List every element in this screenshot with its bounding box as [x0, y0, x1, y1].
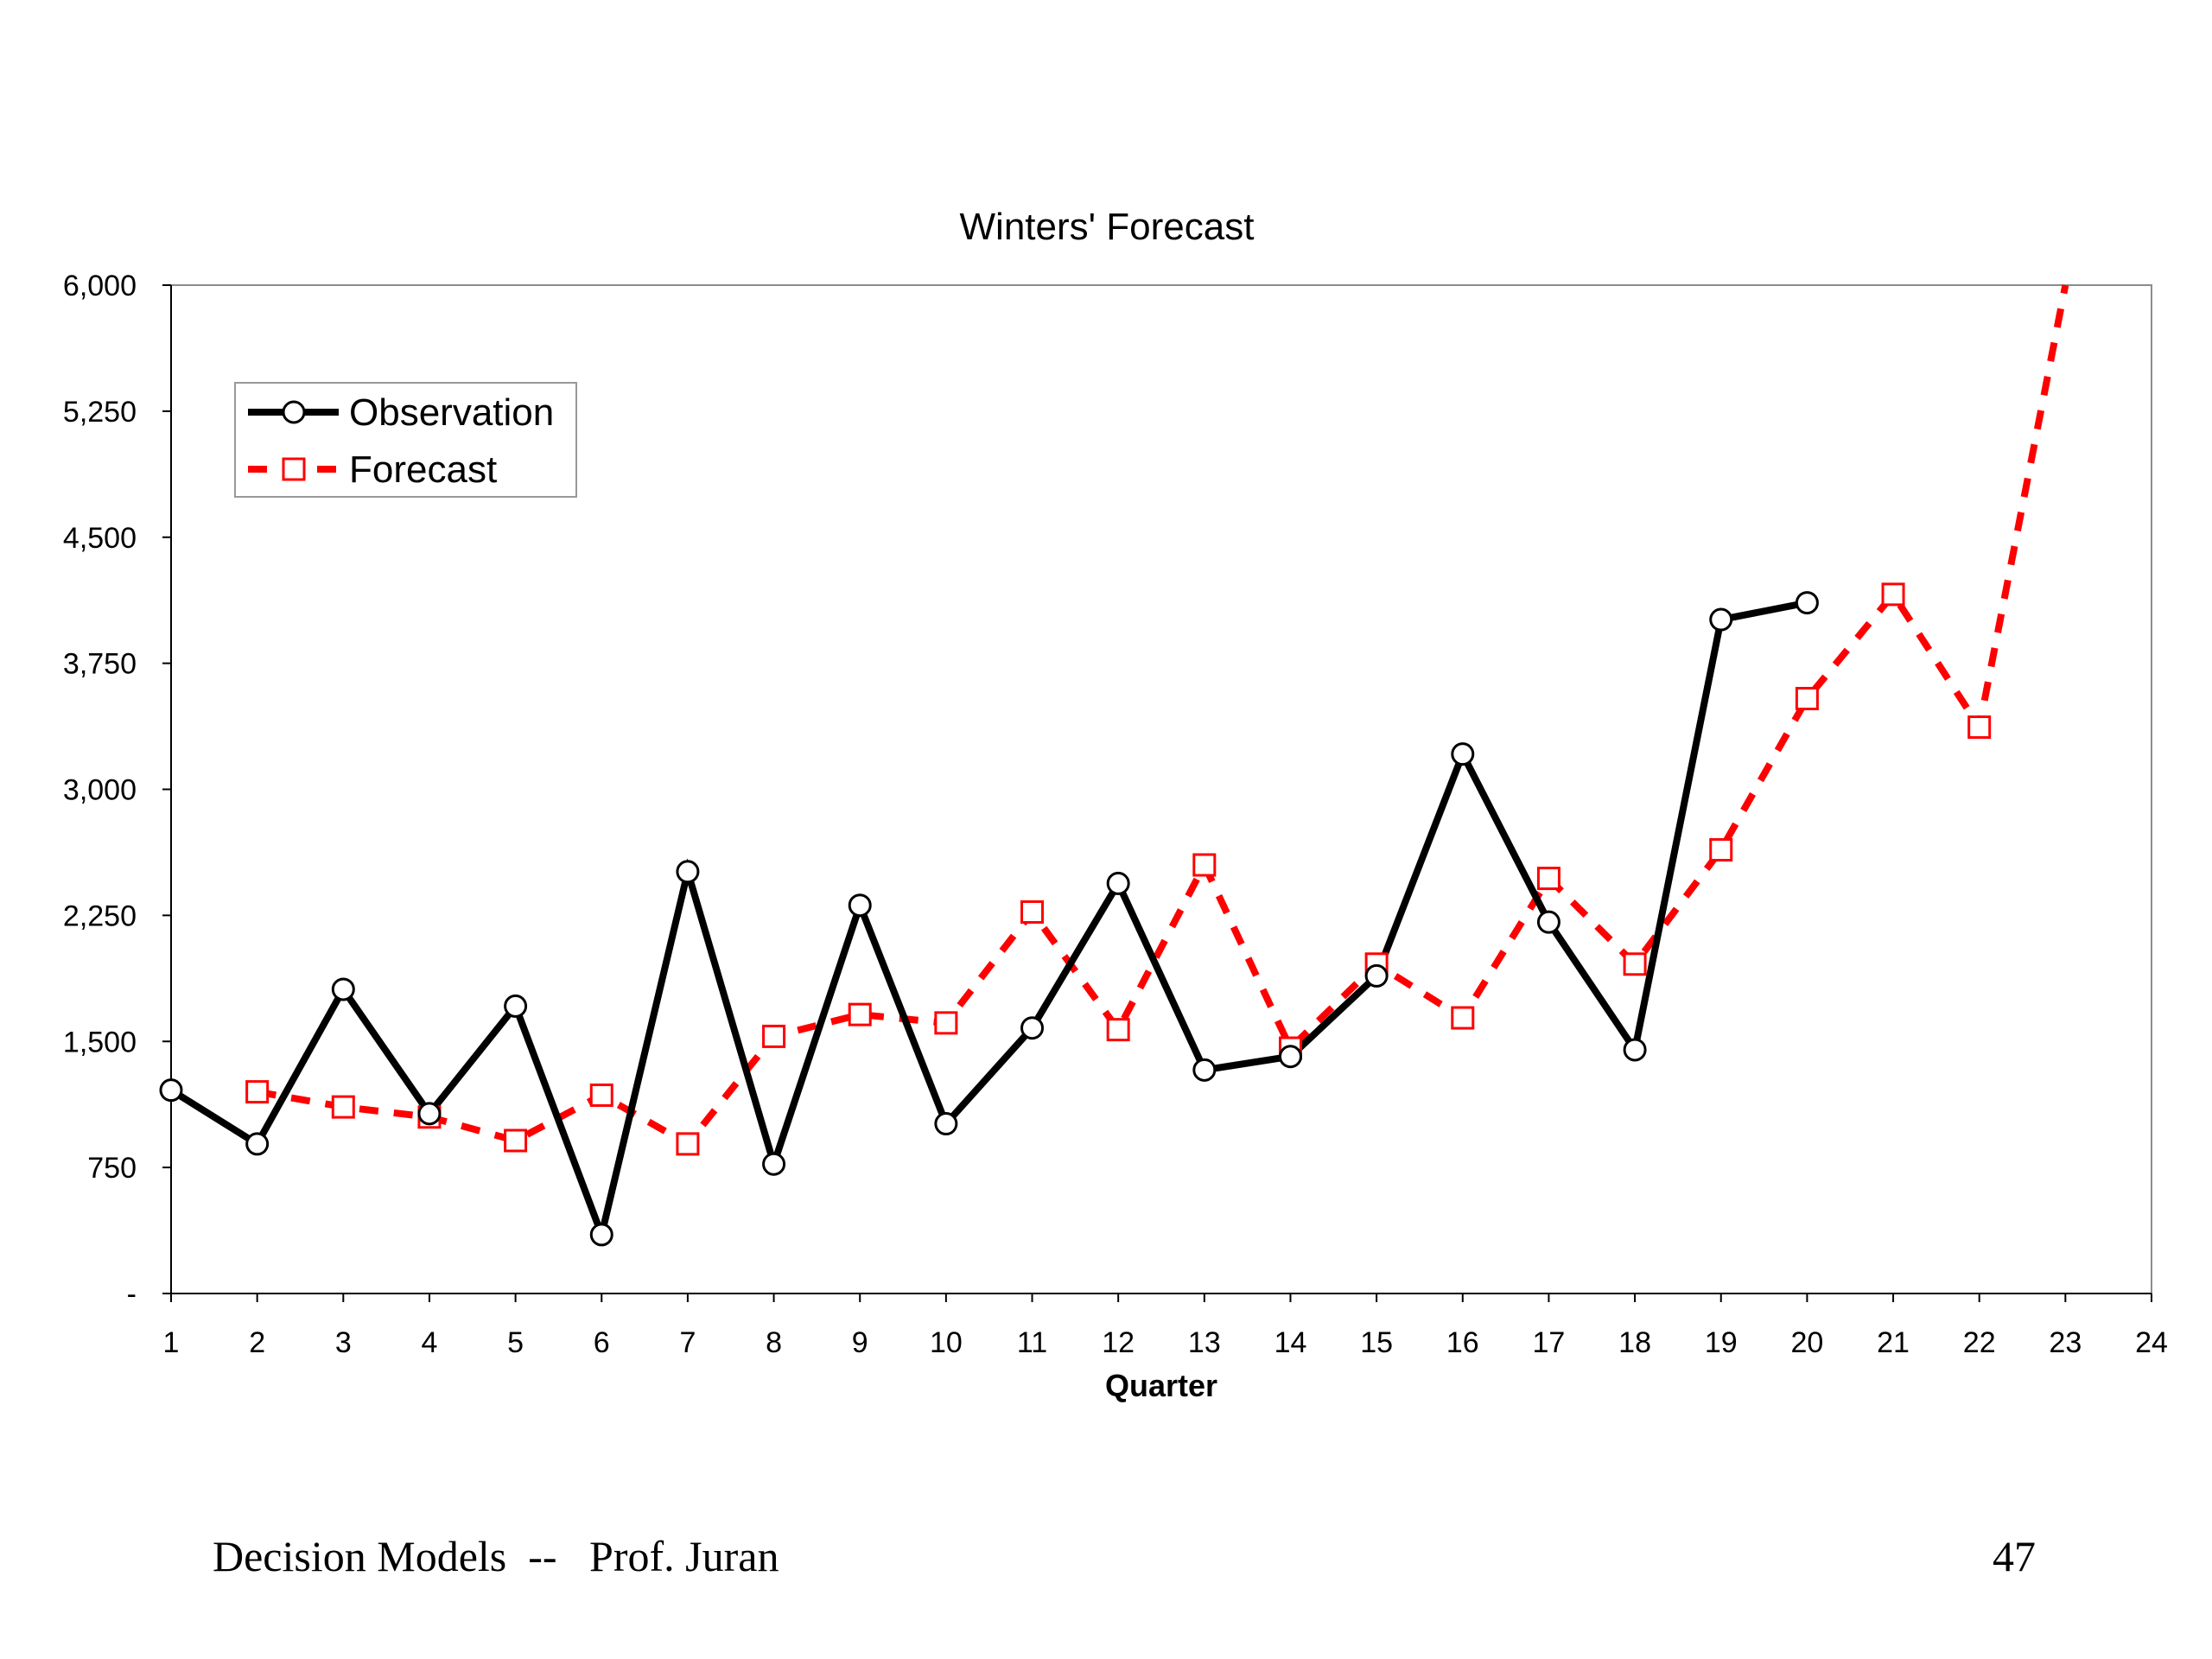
- y-tick-label: 3,000: [63, 774, 137, 807]
- x-tick-label: 3: [335, 1326, 352, 1359]
- observation-point: [159, 1078, 183, 1103]
- forecast-point: [676, 1132, 700, 1156]
- forecast-point: [1192, 853, 1217, 877]
- forecast-point: [934, 1011, 958, 1035]
- x-tick-label: 2: [249, 1326, 265, 1359]
- y-tick-label: 5,250: [63, 396, 137, 429]
- x-tick-label: 21: [1877, 1326, 1910, 1359]
- observation-point: [1623, 1038, 1647, 1062]
- x-tick-label: 23: [2049, 1326, 2082, 1359]
- observation-point: [762, 1152, 786, 1176]
- observation-point: [331, 977, 355, 1001]
- observation-point: [1795, 591, 1819, 615]
- observation-point: [1451, 742, 1475, 766]
- x-tick-label: 19: [1705, 1326, 1738, 1359]
- legend-observation-label: Observation: [349, 391, 554, 434]
- chart-title: Winters' Forecast: [960, 206, 1255, 248]
- x-tick-label: 6: [594, 1326, 610, 1359]
- x-tick-label: 12: [1102, 1326, 1135, 1359]
- x-tick-label: 5: [507, 1326, 524, 1359]
- legend-forecast-label: Forecast: [349, 448, 497, 491]
- x-tick-label: 9: [852, 1326, 868, 1359]
- forecast-point: [848, 1002, 872, 1027]
- footer-course-label: Decision Models -- Prof. Juran: [213, 1532, 779, 1580]
- x-tick-label: 17: [1533, 1326, 1566, 1359]
- observation-point: [245, 1132, 270, 1156]
- observation-point: [1106, 871, 1130, 895]
- x-tick-label: 13: [1188, 1326, 1221, 1359]
- y-tick-label: -: [127, 1278, 137, 1311]
- y-tick-label: 4,500: [63, 522, 137, 555]
- legend: Observation Forecast: [234, 382, 577, 498]
- x-tick-label: 14: [1274, 1326, 1307, 1359]
- x-tick-label: 8: [766, 1326, 782, 1359]
- forecast-point: [1451, 1006, 1475, 1030]
- forecast-point: [1967, 715, 1992, 740]
- x-tick-label: 7: [679, 1326, 696, 1359]
- legend-forecast-marker: [282, 457, 306, 481]
- y-tick-label: 2,250: [63, 899, 137, 932]
- observation-point: [848, 893, 872, 918]
- forecast-point: [1623, 952, 1647, 976]
- observation-line: [168, 599, 1808, 1247]
- observation-point: [1278, 1045, 1302, 1069]
- observation-point: [676, 860, 700, 884]
- forecast-point: [1020, 899, 1045, 924]
- x-tick-label: 11: [1017, 1326, 1047, 1359]
- forecast-point: [245, 1080, 270, 1104]
- observation-point: [1364, 963, 1389, 988]
- forecast-point: [762, 1024, 786, 1048]
- x-tick-label: 1: [163, 1326, 180, 1359]
- observation-point: [934, 1112, 958, 1136]
- forecast-point: [1795, 686, 1819, 710]
- y-tick-label: 750: [87, 1152, 137, 1185]
- observation-point: [417, 1102, 442, 1126]
- observation-point: [1709, 607, 1733, 632]
- x-axis-label: Quarter: [1105, 1368, 1217, 1403]
- forecast-point: [1106, 1018, 1130, 1042]
- x-tick-label: 22: [1963, 1326, 1996, 1359]
- forecast-point: [1881, 582, 1905, 607]
- observation-point: [1020, 1016, 1045, 1040]
- x-tick-label: 24: [2135, 1326, 2168, 1359]
- observation-point: [1192, 1058, 1217, 1082]
- forecast-point: [1536, 867, 1560, 891]
- x-tick-label: 16: [1446, 1326, 1479, 1359]
- y-tick-label: 6,000: [63, 270, 137, 302]
- x-tick-label: 15: [1360, 1326, 1393, 1359]
- y-tick-label: 3,750: [63, 648, 137, 681]
- observation-point: [589, 1223, 613, 1247]
- forecast-point: [589, 1083, 613, 1107]
- page-number: 47: [1993, 1532, 2036, 1580]
- x-tick-label: 20: [1790, 1326, 1823, 1359]
- forecast-point: [1709, 838, 1733, 862]
- y-tick-label: 1,500: [63, 1026, 137, 1058]
- plot-area: - 750 1,500 2,250 3,000 3,750 4,500 5,250 6,000 1…: [63, 270, 2168, 1359]
- x-tick-label: 4: [421, 1326, 437, 1359]
- forecast-point: [504, 1128, 528, 1153]
- x-tick-label: 10: [930, 1326, 963, 1359]
- observation-point: [1536, 910, 1560, 934]
- x-tick-label: 18: [1618, 1326, 1651, 1359]
- legend-observation-marker: [282, 400, 306, 424]
- forecast-point: [331, 1095, 355, 1119]
- observation-point: [504, 994, 528, 1018]
